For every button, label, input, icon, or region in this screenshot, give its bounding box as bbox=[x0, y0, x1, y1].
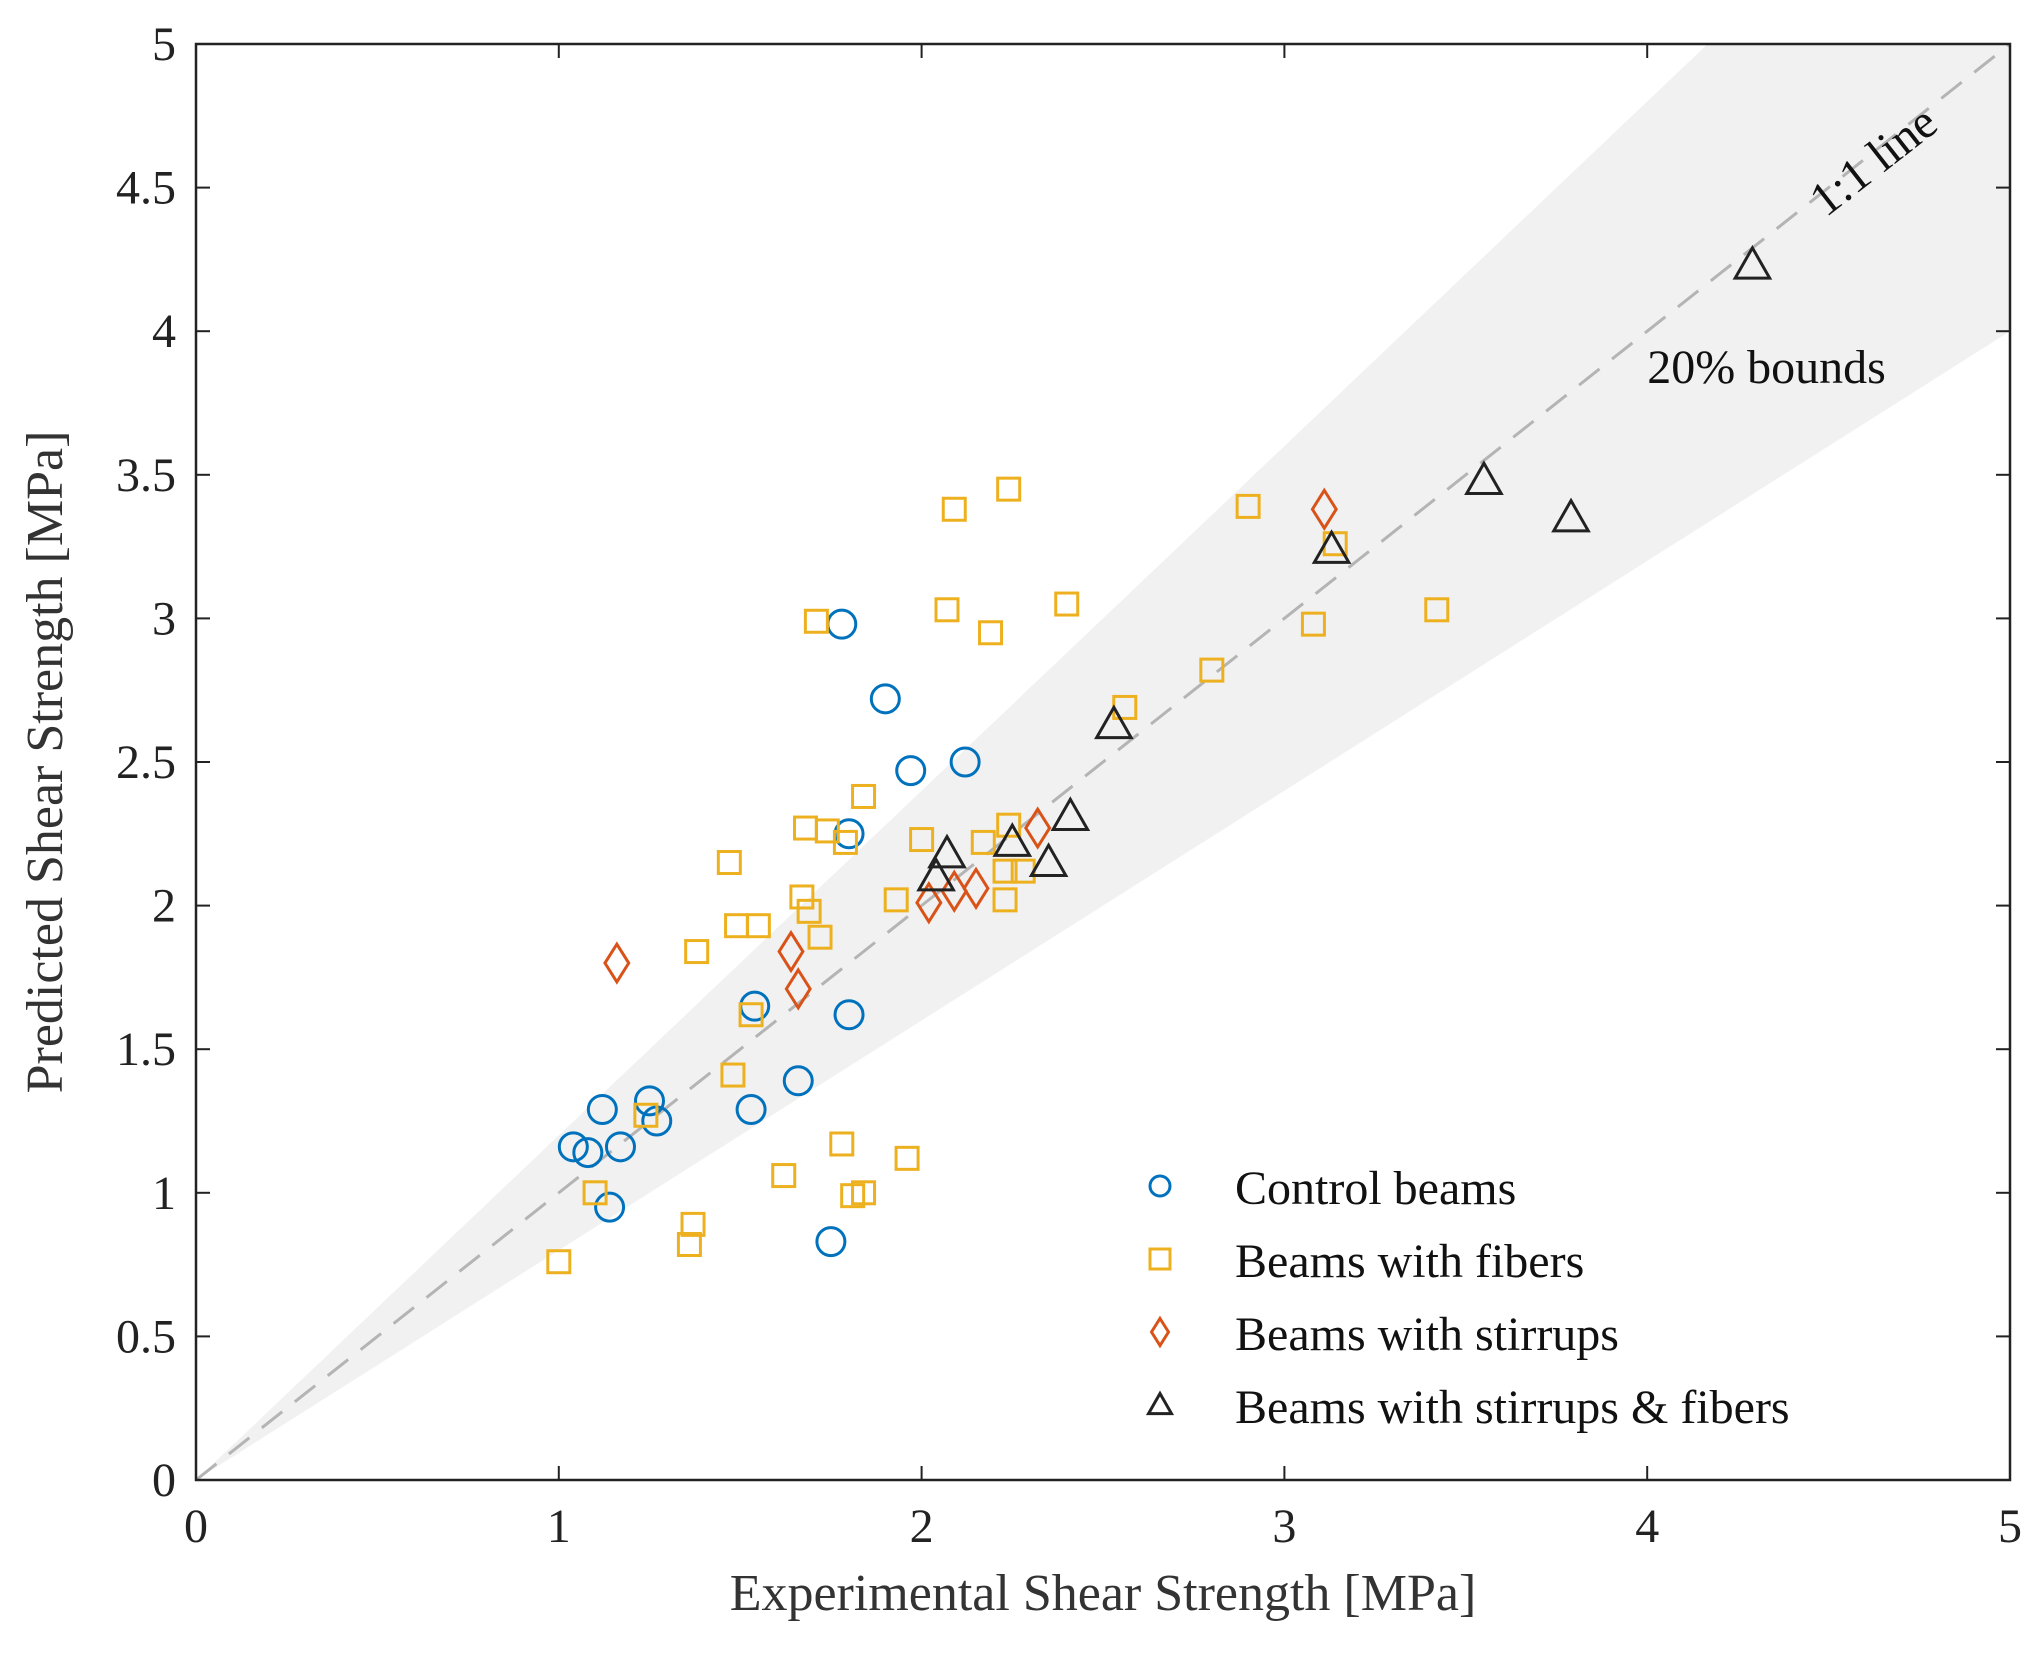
point-circle bbox=[604, 1131, 636, 1163]
point-square bbox=[883, 887, 909, 913]
point-square bbox=[1054, 591, 1080, 617]
point-square bbox=[832, 829, 858, 855]
point-square bbox=[934, 597, 960, 623]
point-circle bbox=[634, 1085, 665, 1117]
point-diamond bbox=[1024, 806, 1052, 850]
point-square bbox=[909, 827, 935, 853]
point-square bbox=[851, 783, 877, 809]
point-diamond bbox=[1310, 487, 1338, 531]
y-tick-label: 2 bbox=[152, 880, 176, 933]
point-triangle bbox=[1311, 529, 1352, 564]
point-triangle bbox=[1028, 842, 1069, 877]
point-square bbox=[771, 1163, 797, 1189]
axis-ticks: 0 1 2 3 4 5 0 0.5 1 1.5 2 2.5 3 3.5 4 4.5 5 bbox=[116, 18, 2022, 1553]
data-markers bbox=[546, 244, 1773, 1275]
point-circle bbox=[586, 1094, 618, 1126]
point-square bbox=[996, 812, 1022, 838]
point-square bbox=[978, 620, 1004, 646]
point-square bbox=[789, 884, 815, 910]
point-diamond bbox=[915, 881, 943, 925]
point-square bbox=[1199, 657, 1225, 683]
point-triangle bbox=[992, 822, 1033, 857]
point-triangle bbox=[927, 833, 967, 869]
x-tick-label: 5 bbox=[1998, 1500, 2022, 1553]
point-square bbox=[992, 887, 1018, 913]
point-diamond bbox=[777, 929, 805, 974]
point-square bbox=[992, 858, 1018, 884]
point-square bbox=[684, 939, 710, 965]
y-axis-label: Predicted Shear Strength [MPa] bbox=[17, 431, 74, 1094]
point-square bbox=[803, 608, 829, 634]
point-square bbox=[851, 1180, 877, 1206]
point-square bbox=[829, 1131, 855, 1157]
y-tick-label: 0.5 bbox=[116, 1310, 176, 1363]
point-square bbox=[720, 1062, 746, 1088]
point-square bbox=[738, 1002, 764, 1028]
point-square bbox=[633, 1102, 659, 1128]
point-circle bbox=[815, 1226, 847, 1258]
point-square bbox=[680, 1211, 706, 1237]
y-tick-label: 5 bbox=[152, 18, 176, 71]
y-tick-label: 2.5 bbox=[116, 736, 176, 789]
point-square bbox=[796, 898, 822, 924]
point-diamond bbox=[603, 941, 631, 985]
point-triangle bbox=[916, 856, 956, 892]
point-circle bbox=[735, 1094, 767, 1126]
legend-label: Control beams bbox=[1235, 1162, 1516, 1215]
point-diamond bbox=[962, 866, 990, 911]
legend-marker-diamond bbox=[1149, 1315, 1171, 1349]
legend-marker-square bbox=[1148, 1247, 1172, 1271]
point-square bbox=[970, 829, 996, 855]
legend-label: Beams with stirrups & fibers bbox=[1235, 1381, 1790, 1434]
point-triangle bbox=[1094, 704, 1134, 740]
y-tick-label: 0 bbox=[152, 1454, 176, 1507]
bounds-label: 20% bounds bbox=[1647, 341, 1886, 394]
legend-label: Beams with fibers bbox=[1235, 1235, 1584, 1288]
y-tick-label: 4 bbox=[152, 305, 176, 358]
point-diamond bbox=[784, 967, 812, 1011]
point-circle bbox=[833, 999, 865, 1031]
legend-marker-circle bbox=[1148, 1174, 1172, 1198]
point-circle bbox=[869, 683, 901, 715]
y-tick-label: 1.5 bbox=[116, 1023, 176, 1076]
point-square bbox=[716, 850, 742, 876]
point-triangle bbox=[1551, 497, 1591, 533]
point-triangle bbox=[1732, 244, 1773, 280]
point-circle bbox=[782, 1065, 814, 1097]
point-square bbox=[1300, 611, 1326, 637]
y-tick-label: 3 bbox=[152, 592, 176, 645]
point-circle bbox=[949, 746, 981, 778]
point-square bbox=[745, 913, 771, 939]
legend: Control beams Beams with fibers Beams with… bbox=[1145, 1162, 1790, 1434]
point-circle bbox=[594, 1191, 626, 1223]
x-axis-label: Experimental Shear Strength [MPa] bbox=[730, 1565, 1477, 1622]
point-diamond bbox=[940, 869, 968, 913]
legend-marker-triangle bbox=[1145, 1390, 1175, 1416]
y-tick-label: 3.5 bbox=[116, 449, 176, 502]
one-to-one-line bbox=[195, 42, 2011, 1482]
point-circle bbox=[895, 755, 927, 787]
y-tick-label: 1 bbox=[152, 1167, 176, 1220]
point-triangle bbox=[1050, 796, 1091, 832]
point-square bbox=[1424, 597, 1450, 623]
y-tick-label: 4.5 bbox=[116, 162, 176, 215]
point-square bbox=[941, 496, 967, 522]
point-square bbox=[676, 1231, 702, 1257]
point-square bbox=[546, 1249, 572, 1275]
point-square bbox=[1235, 493, 1261, 519]
x-tick-label: 4 bbox=[1635, 1500, 1659, 1553]
point-circle bbox=[572, 1137, 604, 1169]
point-triangle bbox=[1464, 460, 1504, 495]
legend-label: Beams with stirrups bbox=[1235, 1308, 1619, 1361]
point-circle bbox=[557, 1131, 589, 1163]
x-tick-label: 0 bbox=[184, 1500, 208, 1553]
point-square bbox=[582, 1180, 608, 1206]
point-square bbox=[894, 1145, 920, 1171]
x-tick-label: 1 bbox=[547, 1500, 571, 1553]
point-square bbox=[996, 476, 1022, 502]
x-tick-label: 2 bbox=[910, 1500, 934, 1553]
point-square bbox=[807, 924, 833, 950]
x-tick-label: 3 bbox=[1272, 1500, 1296, 1553]
